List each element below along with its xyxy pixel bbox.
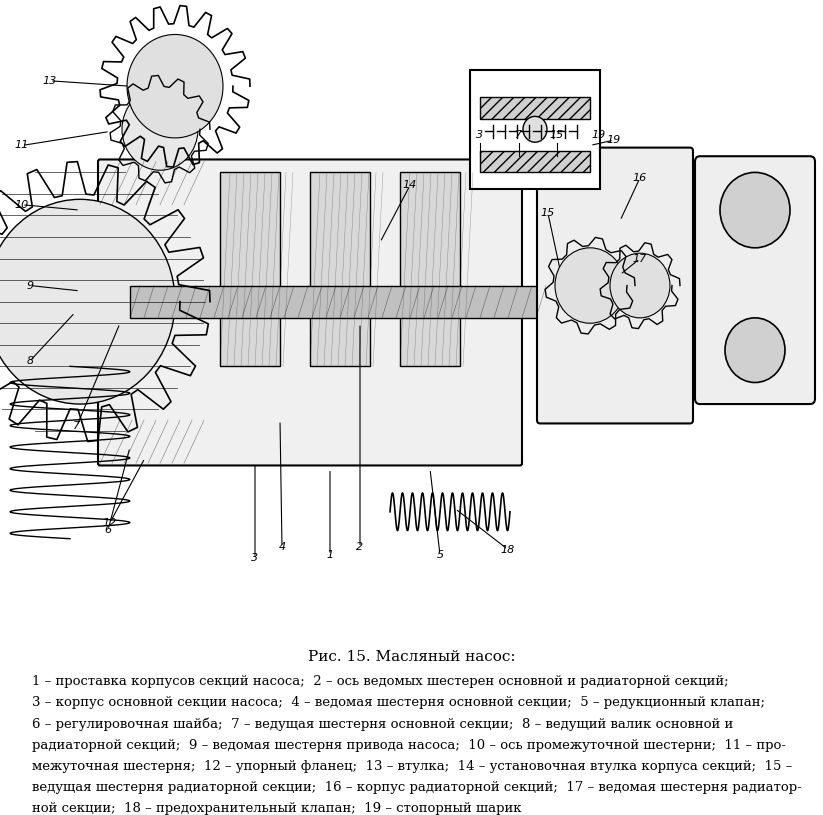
Bar: [220, 173, 280, 366]
Bar: [480, 151, 590, 173]
Text: 14: 14: [403, 180, 417, 191]
Text: 13: 13: [43, 76, 57, 86]
FancyBboxPatch shape: [98, 160, 522, 465]
Circle shape: [0, 200, 175, 404]
Text: 1: 1: [327, 550, 333, 560]
Text: 6: 6: [105, 525, 112, 535]
Text: 3: 3: [252, 553, 258, 563]
Text: 7: 7: [73, 421, 81, 430]
Text: 15: 15: [541, 209, 556, 218]
Text: 18: 18: [501, 544, 515, 554]
Bar: [130, 285, 550, 318]
Circle shape: [555, 248, 625, 324]
Text: 6 – регулировочная шайба;  7 – ведущая шестерня основной секции;  8 – ведущий ва: 6 – регулировочная шайба; 7 – ведущая ше…: [32, 717, 733, 731]
Circle shape: [720, 173, 790, 248]
Text: 7: 7: [515, 130, 523, 140]
Text: 1 – проставка корпусов секций насоса;  2 – ось ведомых шестерен основной и радиа: 1 – проставка корпусов секций насоса; 2 …: [32, 675, 729, 688]
Text: ведущая шестерня радиаторной секции;  16 – корпус радиаторной секций;  17 – ведо: ведущая шестерня радиаторной секции; 16 …: [32, 781, 802, 794]
Text: 16: 16: [633, 173, 647, 183]
Bar: [470, 70, 600, 188]
Text: 11: 11: [15, 140, 29, 151]
Text: Рис. 15. Масляный насос:: Рис. 15. Масляный насос:: [308, 650, 515, 664]
Text: 19: 19: [607, 135, 621, 145]
Text: межуточная шестерня;  12 – упорный фланец;  13 – втулка;  14 – установочная втул: межуточная шестерня; 12 – упорный фланец…: [32, 760, 793, 773]
Text: 3 – корпус основной секции насоса;  4 – ведомая шестерня основной секции;  5 – р: 3 – корпус основной секции насоса; 4 – в…: [32, 696, 765, 709]
Circle shape: [122, 88, 198, 170]
Circle shape: [127, 34, 223, 138]
Bar: [310, 173, 370, 366]
Circle shape: [523, 117, 547, 143]
Text: 4: 4: [278, 542, 286, 553]
Text: 2: 2: [356, 542, 364, 553]
Bar: [400, 173, 460, 366]
Circle shape: [725, 318, 785, 382]
Circle shape: [610, 253, 670, 318]
Text: радиаторной секций;  9 – ведомая шестерня привода насоса;  10 – ось промежуточно: радиаторной секций; 9 – ведомая шестерня…: [32, 738, 786, 751]
Text: 9: 9: [26, 280, 34, 290]
FancyBboxPatch shape: [695, 156, 815, 404]
Text: 17: 17: [633, 253, 647, 263]
Text: 10: 10: [15, 200, 29, 209]
Text: 19: 19: [592, 130, 606, 140]
Text: 15: 15: [550, 130, 564, 140]
Text: 8: 8: [26, 356, 34, 366]
Text: 3: 3: [477, 130, 484, 140]
Bar: [480, 97, 590, 118]
Text: 12: 12: [103, 518, 117, 527]
FancyBboxPatch shape: [537, 148, 693, 424]
Text: ной секции;  18 – предохранительный клапан;  19 – стопорный шарик: ной секции; 18 – предохранительный клапа…: [32, 802, 522, 815]
Text: 5: 5: [436, 550, 444, 560]
